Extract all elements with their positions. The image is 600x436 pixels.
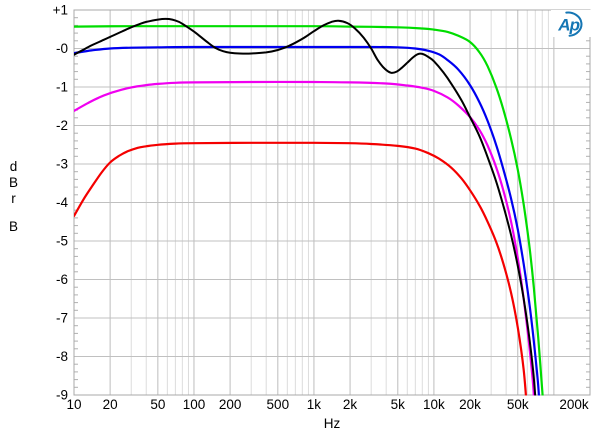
svg-text:-0: -0 (56, 41, 68, 56)
green-trace (74, 25, 544, 396)
ap-logo: Ap (551, 10, 593, 37)
y-axis-label-letter: B (8, 175, 18, 190)
svg-text:50k: 50k (507, 397, 529, 412)
svg-text:200k: 200k (559, 397, 589, 412)
svg-text:5k: 5k (391, 397, 406, 412)
svg-text:-1: -1 (56, 80, 68, 95)
svg-text:+1: +1 (53, 3, 68, 18)
blue-trace (74, 45, 541, 396)
svg-text:2k: 2k (343, 397, 358, 412)
y-axis-label-gap (5, 207, 22, 219)
y-axis-label-letter: r (11, 191, 16, 206)
plot-frame (73, 9, 591, 396)
traces (74, 17, 544, 396)
svg-text:-8: -8 (56, 349, 68, 364)
y-axis-label-letter: d (9, 159, 18, 174)
ap-logo-text: Ap (557, 15, 579, 34)
x-axis-unit-label: Hz (324, 416, 341, 431)
svg-text:-6: -6 (56, 272, 68, 287)
svg-text:-7: -7 (56, 311, 68, 326)
svg-text:-5: -5 (56, 234, 68, 249)
red-trace (74, 141, 528, 396)
svg-text:-4: -4 (56, 195, 68, 210)
x-tick-labels: 10 20 50 100 200 500 1k 2k 5k 10k 20k 50k 200k (66, 397, 588, 412)
ap-logo-graphic: Ap (557, 11, 583, 37)
magenta-trace (74, 80, 535, 396)
y-axis-label-letter: B (8, 219, 18, 234)
svg-text:20: 20 (103, 397, 118, 412)
svg-text:10: 10 (66, 397, 81, 412)
svg-text:100: 100 (183, 397, 206, 412)
svg-text:-3: -3 (56, 157, 68, 172)
svg-text:50: 50 (150, 397, 165, 412)
black-trace (74, 17, 537, 396)
y-axis-minor-ticks (74, 17, 590, 388)
svg-text:-2: -2 (56, 118, 68, 133)
y-tick-labels: +1 -0 -1 -2 -3 -4 -5 -6 -7 -8 -9 (53, 3, 69, 403)
svg-text:500: 500 (267, 397, 290, 412)
svg-text:1k: 1k (307, 397, 322, 412)
ap-logo-arc (565, 11, 583, 37)
svg-text:20k: 20k (459, 397, 481, 412)
svg-text:10k: 10k (423, 397, 445, 412)
svg-text:-9: -9 (56, 388, 68, 403)
svg-text:200: 200 (219, 397, 242, 412)
